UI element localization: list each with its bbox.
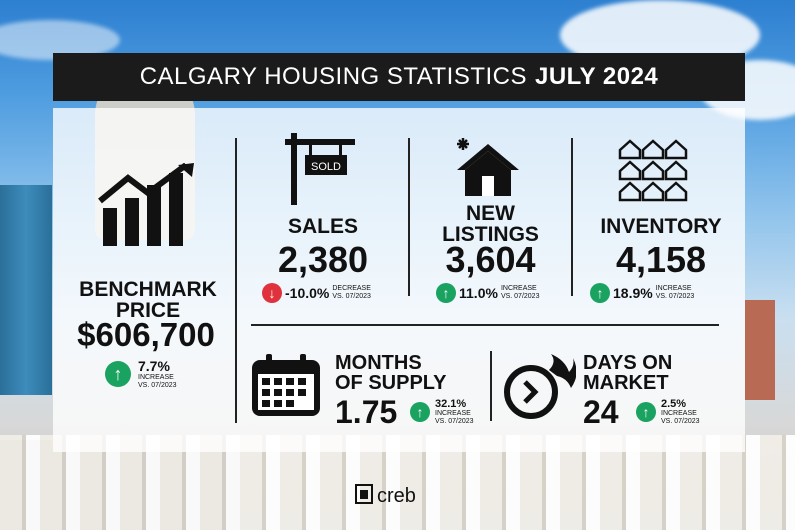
up-arrow-icon: ↑ [590,283,610,303]
benchmark-value: $606,700 [77,316,215,353]
days-on-market-change-pct: 2.5% [661,398,687,410]
title-bar: CALGARY HOUSING STATISTICS JULY 2024 [53,53,745,101]
up-arrow-icon: ↑ [636,402,656,422]
fast-clock-icon [501,352,577,427]
divider [408,138,410,296]
days-on-market-change: ↑ 2.5% INCREASE VS. 07/2023 [636,398,700,426]
divider [251,324,719,326]
benchmark-change: ↑ 7.7% INCREASE VS. 07/2023 [105,358,177,390]
down-arrow-icon: ↓ [262,283,282,303]
calendar-icon [250,352,322,423]
benchmark-change-pct: 7.7% [138,358,170,374]
new-listings-change: ↑ 11.0% INCREASE VS. 07/2023 [436,283,539,303]
days-on-market-label: DAYS ON MARKET [583,352,673,394]
divider [235,138,237,423]
sales-label: SALES [287,215,358,238]
title-main: CALGARY HOUSING STATISTICS [139,63,527,90]
new-house-icon [453,136,523,203]
benchmark-note: INCREASE VS. 07/2023 [138,374,177,389]
months-supply-value: 1.75 [335,394,398,430]
inventory-note: INCREASE VS. 07/2023 [655,285,695,300]
stats-panel: BENCHMARK PRICE $606,700 ↑ 7.7% INCREASE… [53,108,745,452]
title-period: JULY 2024 [535,63,659,90]
tower-building [0,185,52,395]
sales-change-pct: -10.0% [285,285,330,301]
new-listings-value: 3,604 [445,239,536,280]
new-listings-label: NEW LISTINGS [442,202,539,246]
days-on-market-note: INCREASE VS. 07/2023 [661,410,700,425]
months-supply-note: INCREASE VS. 07/2023 [435,410,474,425]
up-arrow-icon: ↑ [410,402,430,422]
inventory-value: 4,158 [615,239,707,280]
divider [571,138,573,296]
benchmark-label: BENCHMARK PRICE [79,278,217,322]
building [745,300,775,400]
months-supply-change-pct: 32.1% [435,398,467,410]
houses-grid-icon [618,138,690,207]
inventory-change-pct: 18.9% [613,285,653,301]
up-arrow-icon: ↑ [105,361,131,387]
creb-wordmark: creb [377,485,416,507]
creb-logo-icon [355,484,373,509]
months-supply-change: ↑ 32.1% INCREASE VS. 07/2023 [410,398,474,426]
sales-change: ↓ -10.0% DECREASE VS. 07/2023 [262,283,371,303]
svg-text:SOLD: SOLD [311,161,341,173]
new-listings-note: INCREASE VS. 07/2023 [500,285,540,300]
bar-chart-growth-icon [98,162,203,253]
sales-note: DECREASE VS. 07/2023 [332,285,371,300]
days-on-market-value: 24 [583,394,619,430]
new-listings-change-pct: 11.0% [459,285,498,301]
up-arrow-icon: ↑ [436,283,456,303]
creb-logo: creb [355,484,416,509]
sales-value: 2,380 [277,239,369,280]
divider [490,351,492,421]
months-supply-label: MONTHS OF SUPPLY [335,352,447,394]
inventory-label: INVENTORY [600,215,722,238]
sold-sign-icon: SOLD [285,133,355,210]
inventory-change: ↑ 18.9% INCREASE VS. 07/2023 [590,283,694,303]
